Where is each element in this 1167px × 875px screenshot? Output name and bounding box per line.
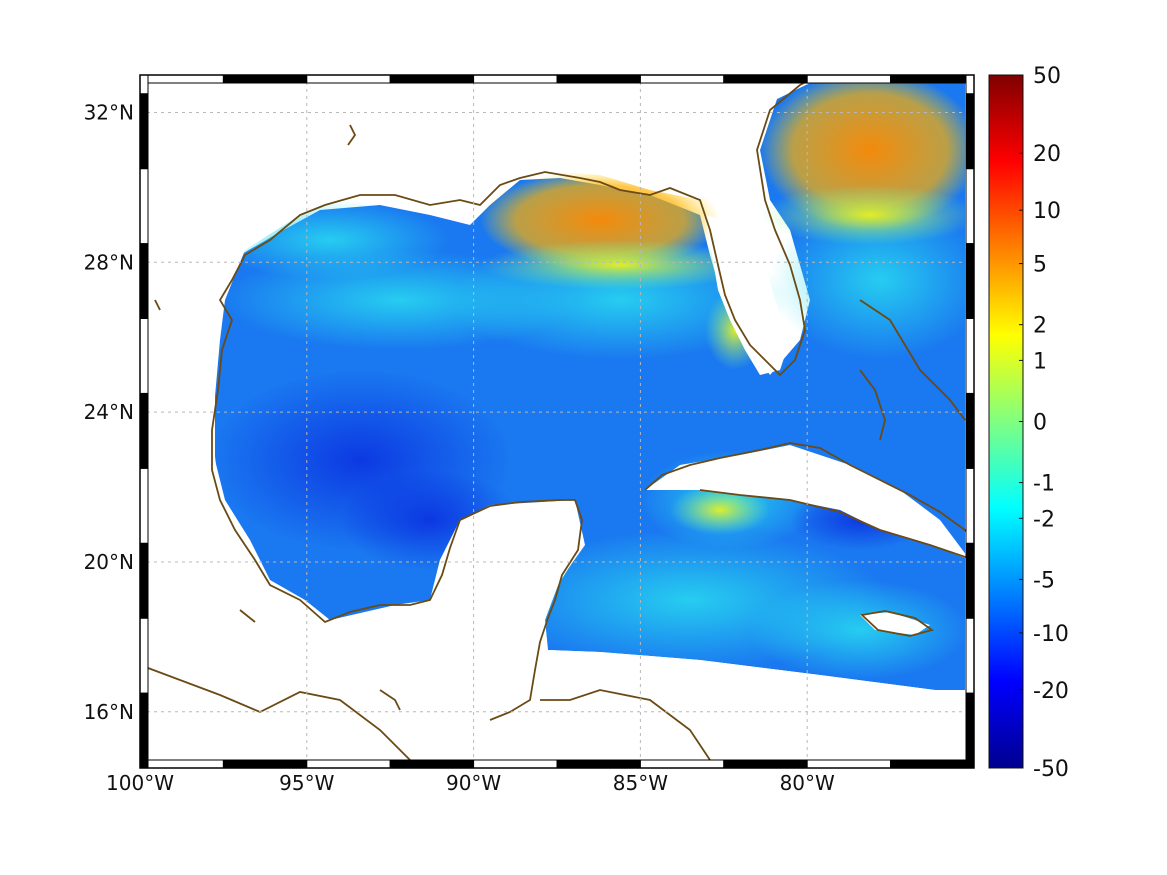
frame-segment-right — [965, 392, 975, 469]
frame-outline — [139, 74, 975, 769]
colorbar-tick-label: -5 — [1033, 568, 1055, 593]
frame-segment-top — [639, 74, 725, 84]
data-field — [140, 75, 974, 768]
colorbar-tick-label: -1 — [1033, 472, 1055, 497]
frame-segment-left — [139, 317, 149, 394]
colorbar-tick-label: -10 — [1033, 622, 1069, 647]
lon-tick-label: 100°W — [106, 771, 174, 795]
frame-segment-top — [306, 74, 391, 84]
colorbar-ramp — [988, 74, 1024, 769]
lon-tick-label: 90°W — [446, 771, 501, 795]
colorbar-tick-label: 10 — [1033, 199, 1061, 224]
frame-segment-bottom — [222, 759, 308, 769]
frame-segment-top — [556, 74, 641, 84]
frame-segment-top — [890, 74, 975, 84]
colorbar-tick-label: 0 — [1033, 411, 1047, 436]
frame-segment-top — [222, 74, 308, 84]
frame-segment-top — [473, 74, 558, 84]
frame-segment-right — [965, 467, 975, 544]
frame-segment-bottom — [139, 759, 224, 769]
colorbar-tick-label: -2 — [1033, 507, 1055, 532]
frame-segment-top — [389, 74, 475, 84]
colorbar-tick-label: -50 — [1033, 757, 1069, 782]
frame-segment-bottom — [306, 759, 391, 769]
lat-tick-label: 20°N — [84, 550, 134, 574]
frame-segment-left — [139, 542, 149, 619]
frame-segment-bottom — [556, 759, 641, 769]
frame-segment-right — [965, 93, 975, 170]
lon-tick-label: 80°W — [780, 771, 835, 795]
frame-segment-bottom — [723, 759, 808, 769]
frame-segment-bottom — [806, 759, 892, 769]
frame-segment-right — [965, 243, 975, 319]
frame-segment-top — [139, 74, 224, 84]
frame-segment-bottom — [473, 759, 558, 769]
frame-segment-left — [139, 392, 149, 469]
frame-segment-left — [139, 93, 149, 170]
frame-segment-right — [965, 168, 975, 245]
frame-segment-top — [806, 74, 892, 84]
lat-tick-label: 24°N — [84, 400, 134, 424]
frame-segment-right — [965, 317, 975, 394]
lon-tick-labels: 100°W 95°W 90°W 85°W 80°W — [106, 771, 835, 795]
colorbar-tick-label: 20 — [1033, 142, 1061, 167]
colorbar-tick-label: -20 — [1033, 679, 1069, 704]
coastlines — [140, 75, 974, 761]
frame-segment-right — [965, 692, 975, 769]
colorbar-tick-label: 50 — [1033, 64, 1061, 89]
frame-segment-left — [139, 168, 149, 245]
frame-segment-right — [965, 74, 975, 95]
frame-segment-left — [139, 467, 149, 544]
map-frame — [139, 74, 975, 769]
frame-segment-bottom — [639, 759, 725, 769]
colorbar-tick-label: 2 — [1033, 314, 1047, 339]
frame-segment-top — [723, 74, 808, 84]
gridlines — [140, 75, 974, 768]
frame-segment-left — [139, 617, 149, 694]
frame-segment-left — [139, 243, 149, 319]
lat-tick-labels: 32°N 28°N 24°N 20°N 16°N — [84, 100, 134, 723]
colorbar-tick-label: 1 — [1033, 349, 1047, 374]
lat-tick-label: 28°N — [84, 250, 134, 274]
lon-tick-label: 95°W — [279, 771, 334, 795]
colorbar-tick-label: 5 — [1033, 253, 1047, 278]
frame-segment-right — [965, 617, 975, 694]
lon-tick-label: 85°W — [613, 771, 668, 795]
frame-segment-left — [139, 74, 149, 95]
lat-tick-label: 32°N — [84, 100, 134, 124]
frame-segment-left — [139, 692, 149, 769]
frame-segment-right — [965, 542, 975, 619]
frame-segment-bottom — [890, 759, 975, 769]
frame-segment-bottom — [389, 759, 475, 769]
lat-tick-label: 16°N — [84, 700, 134, 724]
